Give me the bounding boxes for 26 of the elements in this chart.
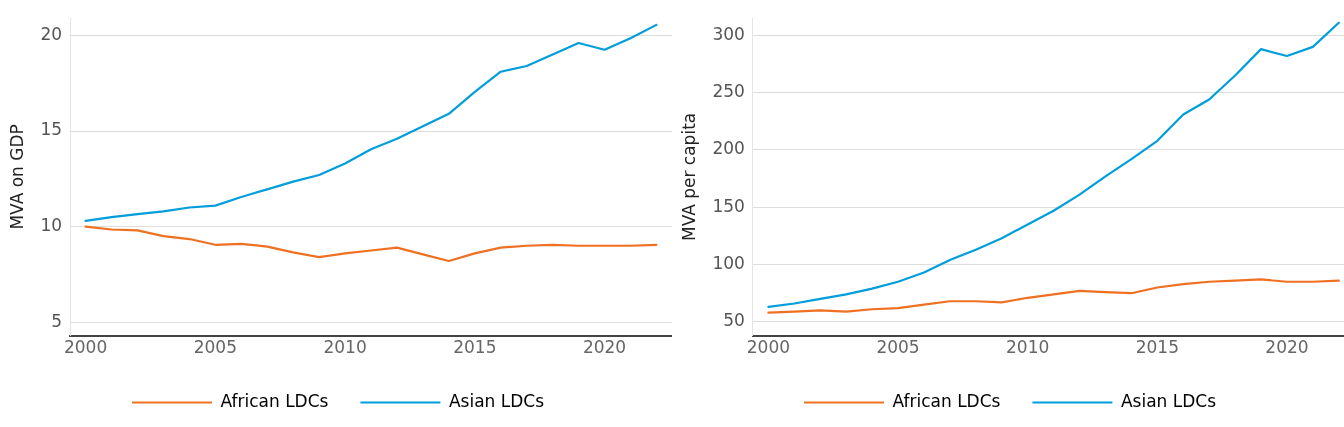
y-axis-title: MVA on GDP [6, 124, 27, 230]
x-tick-label: 2005 [193, 337, 237, 358]
y-tick-label: 100 [712, 252, 745, 273]
y-tick-label: 20 [40, 23, 63, 44]
y-tick-label: 10 [40, 215, 63, 236]
y-tick-label: 50 [723, 310, 745, 331]
y-tick-label: 300 [712, 23, 745, 44]
legend-label: Asian LDCs [448, 390, 545, 411]
x-tick-label: 2020 [1265, 337, 1309, 358]
y-tick-label: 150 [712, 195, 745, 216]
x-tick-label: 2010 [323, 337, 367, 358]
x-tick-label: 2010 [1006, 337, 1050, 358]
x-tick-label: 2000 [746, 337, 791, 358]
y-tick-label: 200 [712, 138, 745, 159]
y-tick-label: 5 [51, 310, 63, 331]
y-tick-label: 15 [40, 119, 63, 140]
x-tick-label: 2015 [453, 337, 497, 358]
legend-label: African LDCs [220, 390, 329, 411]
x-tick-label: 2005 [876, 337, 920, 358]
y-tick-label: 250 [712, 81, 745, 102]
x-tick-label: 2020 [582, 337, 627, 358]
legend-label: African LDCs [892, 390, 1001, 411]
legend-label: Asian LDCs [1120, 390, 1217, 411]
x-tick-label: 2015 [1135, 337, 1179, 358]
x-tick-label: 2000 [63, 337, 108, 358]
y-axis-title: MVA per capita [678, 112, 699, 242]
